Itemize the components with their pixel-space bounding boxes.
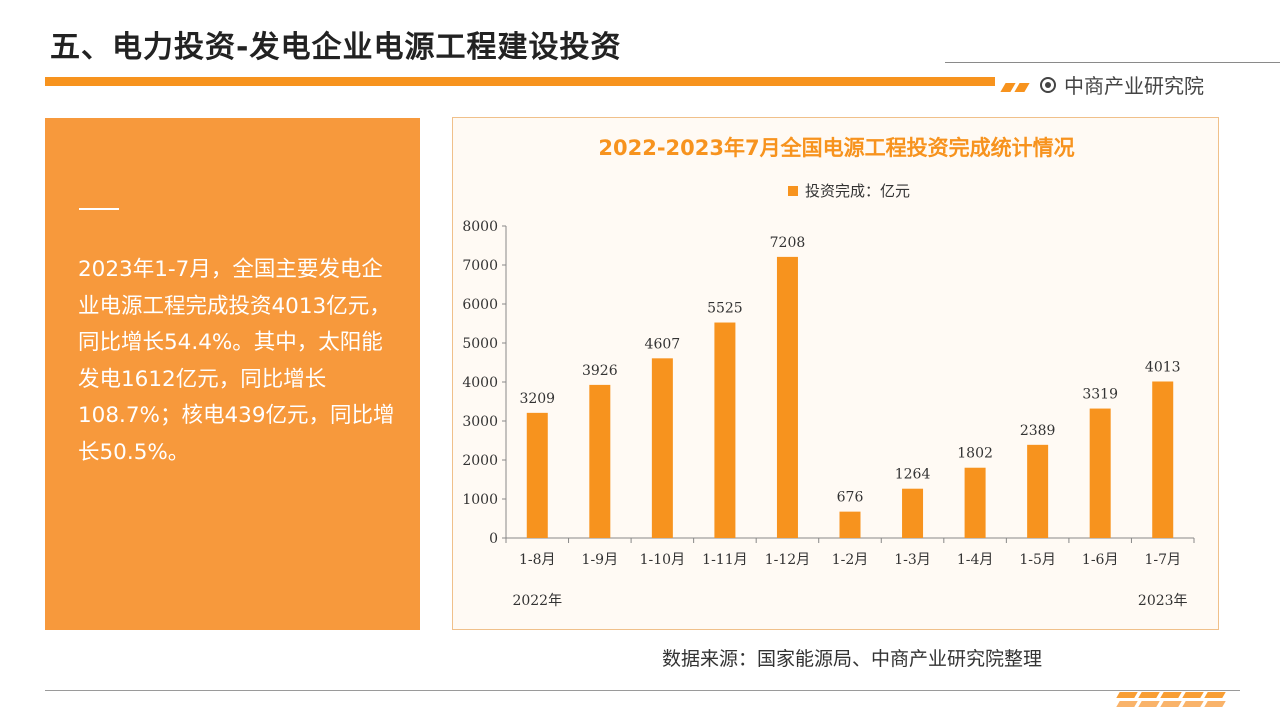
x-tick-label: 1-7月 xyxy=(1144,552,1181,568)
chart-panel: 2022-2023年7月全国电源工程投资完成统计情况 投资完成：亿元 0 1000… xyxy=(452,117,1219,630)
bar xyxy=(651,358,673,538)
y-tick-label: 6000 xyxy=(462,297,498,313)
data-label: 7208 xyxy=(770,235,806,251)
y-tick-label: 2000 xyxy=(462,453,498,469)
bar xyxy=(1027,444,1049,538)
x-tick-label: 1-12月 xyxy=(765,552,810,568)
footer-stripes-light xyxy=(1116,692,1228,711)
chart-title: 2022-2023年7月全国电源工程投资完成统计情况 xyxy=(598,136,1075,160)
bar xyxy=(714,322,736,538)
data-label: 2389 xyxy=(1020,423,1056,439)
bar-chart: 0 1000 2000 3000 4000 5000 6000 7000 8000 3209 1-8… xyxy=(462,219,1195,609)
title-accent-bar xyxy=(45,77,995,86)
legend-swatch xyxy=(788,185,798,196)
bar xyxy=(1089,408,1111,538)
x-tick-label: 1-2月 xyxy=(832,552,869,568)
x-tick-label: 1-4月 xyxy=(957,552,994,568)
data-label: 1264 xyxy=(895,467,931,483)
x-tick-label: 1-9月 xyxy=(582,552,619,568)
x-tick-label: 1-8月 xyxy=(519,552,556,568)
y-tick-label: 8000 xyxy=(462,219,498,235)
data-label: 3209 xyxy=(519,391,555,407)
decorative-stripes xyxy=(1000,77,1031,96)
bar xyxy=(776,256,798,538)
x-tick-label: 1-6月 xyxy=(1082,552,1119,568)
title-divider xyxy=(945,62,1280,63)
summary-panel: 2023年1-7月，全国主要发电企业电源工程完成投资4013亿元，同比增长54.… xyxy=(45,118,420,630)
legend-label: 投资完成：亿元 xyxy=(805,182,911,200)
y-tick-label: 7000 xyxy=(462,258,498,274)
data-label: 3319 xyxy=(1082,387,1118,403)
brand: 中商产业研究院 xyxy=(1040,70,1204,99)
data-label: 3926 xyxy=(582,363,618,379)
summary-divider xyxy=(79,208,119,210)
y-tick-label: 3000 xyxy=(462,414,498,430)
x-tick-label: 1-11月 xyxy=(702,552,747,568)
brand-logo-icon xyxy=(1040,76,1056,93)
page-title: 五、电力投资-发电企业电源工程建设投资 xyxy=(50,30,622,65)
data-source: 数据来源：国家能源局、中商产业研究院整理 xyxy=(662,648,1043,670)
y-tick-label: 0 xyxy=(489,531,498,547)
group-label-2023: 2023年 xyxy=(1138,593,1188,609)
bar xyxy=(1152,381,1174,538)
bar xyxy=(902,488,924,538)
bar xyxy=(589,384,611,538)
y-tick-label: 5000 xyxy=(462,336,498,352)
chart-legend: 投资完成：亿元 xyxy=(788,180,910,201)
x-tick-label: 1-5月 xyxy=(1019,552,1056,568)
summary-text: 2023年1-7月，全国主要发电企业电源工程完成投资4013亿元，同比增长54.… xyxy=(78,257,395,465)
data-label: 4607 xyxy=(645,336,681,352)
x-tick-label: 1-3月 xyxy=(894,552,931,568)
brand-name: 中商产业研究院 xyxy=(1064,74,1204,98)
data-label: 676 xyxy=(837,490,864,506)
bar xyxy=(964,467,986,538)
x-tick-label: 1-10月 xyxy=(640,552,685,568)
y-tick-label: 1000 xyxy=(462,492,498,508)
y-tick-label: 4000 xyxy=(462,375,498,391)
data-label: 1802 xyxy=(957,446,993,462)
data-label: 4013 xyxy=(1145,359,1181,375)
data-label: 5525 xyxy=(707,301,743,317)
group-label-2022: 2022年 xyxy=(512,593,562,609)
bar xyxy=(839,511,861,538)
footer-divider xyxy=(45,690,1240,691)
bar xyxy=(526,412,548,538)
